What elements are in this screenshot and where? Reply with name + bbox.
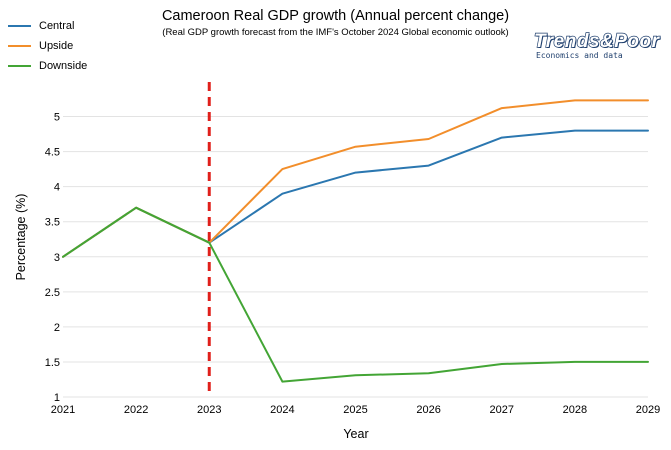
x-tick-label: 2029 (636, 404, 660, 416)
chart-title: Cameroon Real GDP growth (Annual percent… (161, 8, 510, 24)
logo-tagline: Economics and data (536, 51, 623, 60)
y-tick-label: 1 (54, 392, 60, 404)
x-tick-label: 2028 (563, 404, 587, 416)
x-tick-label: 2021 (51, 404, 75, 416)
x-axis-ticks: 2021 2022 2023 2024 2025 2026 2027 2028 2029 (51, 404, 660, 416)
legend-item-downside: Downside (8, 56, 87, 76)
legend-label-downside: Downside (39, 60, 88, 72)
x-tick-label: 2023 (197, 404, 221, 416)
y-tick-label: 2.5 (45, 287, 60, 299)
x-tick-label: 2024 (270, 404, 294, 416)
legend-item-upside: Upside (8, 36, 87, 56)
chart-subtitle: (Real GDP growth forecast from the IMF's… (162, 27, 509, 38)
legend-swatch-upside (8, 45, 31, 47)
x-axis-label: Year (343, 427, 368, 441)
y-axis-ticks: 1 1.5 2 2.5 3 3.5 4 4.5 5 (45, 112, 60, 404)
legend: Central Upside Downside (8, 16, 87, 76)
y-tick-label: 4 (54, 182, 60, 194)
legend-label-upside: Upside (39, 40, 74, 52)
y-tick-label: 5 (54, 112, 60, 124)
series-lines (62, 99, 649, 383)
x-tick-label: 2027 (490, 404, 514, 416)
series-line-upside (62, 99, 649, 258)
series-line-central (62, 129, 649, 258)
x-tick-label: 2022 (124, 404, 148, 416)
legend-label-central: Central (39, 20, 75, 32)
y-tick-label: 4.5 (45, 147, 60, 159)
series-line-downside (62, 206, 649, 383)
y-tick-label: 3.5 (45, 217, 60, 229)
y-axis-label: Percentage (%) (14, 194, 28, 281)
legend-swatch-downside (8, 65, 31, 67)
gridlines (63, 116, 648, 398)
y-tick-label: 2 (54, 322, 60, 334)
logo-wordmark: Trends&Poor (533, 31, 660, 52)
y-tick-label: 1.5 (45, 357, 60, 369)
x-tick-label: 2026 (416, 404, 440, 416)
brand-logo: Trends&Poor Economics and data (533, 31, 660, 61)
legend-swatch-central (8, 25, 31, 27)
x-tick-label: 2025 (343, 404, 367, 416)
legend-item-central: Central (8, 16, 87, 36)
y-tick-label: 3 (54, 252, 60, 264)
